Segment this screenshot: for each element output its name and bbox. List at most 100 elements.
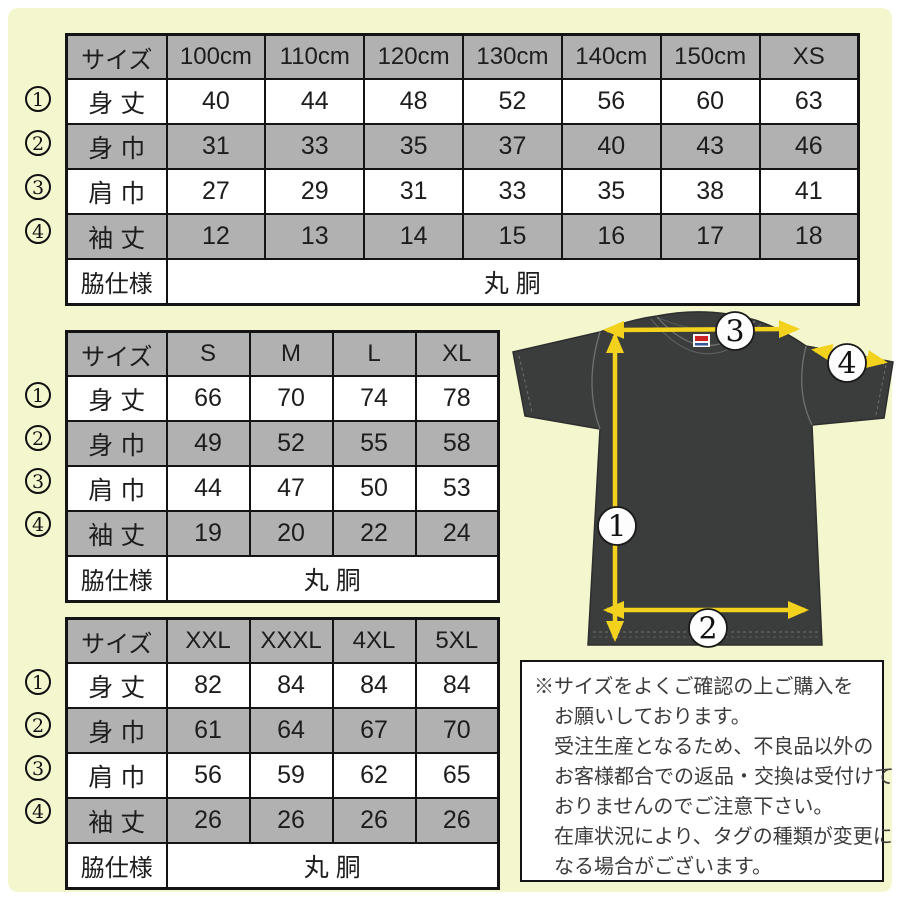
measurement-value: 26: [414, 797, 500, 844]
measurement-value: 37: [462, 123, 563, 170]
note-line: おりませんのでご注意下さい。: [554, 796, 834, 818]
measurement-value: 70: [248, 375, 334, 422]
size-table-adult: サイズ S M L XL 身 丈 66 70 74 78 身 巾 49 52 55 58 肩 巾 44 47 50 5…: [65, 330, 500, 603]
measurement-value: 66: [165, 375, 251, 422]
circle-2: [688, 608, 728, 648]
measurement-label: 身 巾: [65, 123, 168, 170]
side-spec-value: 丸 胴: [165, 555, 500, 603]
side-spec-value: 丸 胴: [165, 258, 860, 306]
measurement-value: 12: [165, 213, 267, 260]
measurement-value: 48: [363, 78, 465, 125]
note-line: 在庫状況により、タグの種類が変更に: [554, 826, 893, 848]
side-spec-label: 脇仕様: [65, 258, 168, 306]
measurement-value: 56: [560, 78, 662, 125]
measurement-value: 26: [165, 797, 251, 844]
size-column-header: S: [165, 330, 251, 377]
measurement-value: 22: [331, 510, 417, 557]
circle-4: [827, 343, 867, 383]
size-column-header: XL: [414, 330, 500, 377]
brand-tag: [693, 334, 710, 347]
measurement-value: 19: [165, 510, 251, 557]
measurement-label: 身 巾: [65, 420, 168, 467]
measurement-value: 16: [560, 213, 662, 260]
measurement-row: 身 巾 31 33 35 37 40 43 46: [65, 123, 860, 170]
measurement-value: 65: [414, 752, 500, 799]
measurement-value: 62: [331, 752, 417, 799]
measurement-value: 18: [758, 213, 860, 260]
circle-4-label: 4: [837, 347, 856, 382]
measurement-label: 身 丈: [65, 375, 168, 422]
measurement-value: 84: [331, 662, 417, 709]
measurement-value: 31: [165, 123, 267, 170]
size-column-header: 100cm: [165, 33, 267, 80]
tshirt-measurement-diagram: 1 2 3 4: [512, 311, 894, 648]
size-column-header: 110cm: [264, 33, 366, 80]
measurement-row: 身 丈 82 84 84 84: [65, 662, 500, 709]
measurement-label: 身 丈: [65, 662, 168, 709]
measurement-value: 53: [414, 465, 500, 512]
circled-number-1: 1: [25, 382, 51, 408]
circled-number-1: 1: [25, 669, 51, 695]
measurement-value: 26: [331, 797, 417, 844]
measurement-value: 82: [165, 662, 251, 709]
measurement-value: 27: [165, 168, 267, 215]
measurement-value: 31: [363, 168, 465, 215]
measurement-value: 40: [560, 123, 662, 170]
measurement-row: 身 巾 49 52 55 58: [65, 420, 500, 467]
circled-number-4: 4: [25, 511, 51, 537]
right-armhole-seam: [801, 345, 813, 426]
measurement-value: 70: [414, 707, 500, 754]
measurement-value: 24: [414, 510, 500, 557]
measurement-value: 84: [248, 662, 334, 709]
circled-number-1: 1: [25, 86, 51, 112]
measurement-row: 身 巾 61 64 67 70: [65, 707, 500, 754]
measurement-value: 44: [264, 78, 366, 125]
measurement-label: 肩 巾: [65, 752, 168, 799]
measurement-row: 身 丈 66 70 74 78: [65, 375, 500, 422]
measurement-row: 肩 巾 56 59 62 65: [65, 752, 500, 799]
measurement-value: 50: [331, 465, 417, 512]
measurement-label: 袖 丈: [65, 213, 168, 260]
size-header-row: サイズ XXL XXXL 4XL 5XL: [65, 617, 500, 664]
size-header-row: サイズ 100cm 110cm 120cm 130cm 140cm 150cm XS: [65, 33, 860, 80]
measurement-value: 20: [248, 510, 334, 557]
measurement-value: 64: [248, 707, 334, 754]
size-column-header: 150cm: [659, 33, 761, 80]
side-spec-row: 脇仕様丸 胴: [65, 555, 500, 603]
size-header-label: サイズ: [65, 330, 168, 377]
side-spec-value: 丸 胴: [165, 842, 500, 890]
measurement-value: 84: [414, 662, 500, 709]
circled-number-3: 3: [25, 755, 51, 781]
measurement-value: 67: [331, 707, 417, 754]
circle-1: [597, 506, 637, 546]
measurement-label: 肩 巾: [65, 465, 168, 512]
circled-number-3: 3: [25, 468, 51, 494]
purchase-note: ※サイズをよくご確認の上ご購入を お願いしております。 受注生産となるため、不良品以…: [520, 660, 894, 882]
side-spec-row: 脇仕様丸 胴: [65, 842, 500, 890]
measurement-label: 袖 丈: [65, 510, 168, 557]
note-line: お客様都合での返品・交換は受付けて: [554, 766, 894, 788]
circled-number-2: 2: [25, 130, 51, 156]
measurement-row: 身 丈 40 44 48 52 56 60 63: [65, 78, 860, 125]
measurement-value: 26: [248, 797, 334, 844]
measurement-value: 46: [758, 123, 860, 170]
circled-number-4: 4: [25, 218, 51, 244]
size-column-header: 4XL: [331, 617, 417, 664]
size-column-header: XS: [758, 33, 860, 80]
measurement-value: 33: [264, 123, 366, 170]
measurement-label: 身 巾: [65, 707, 168, 754]
circled-number-2: 2: [25, 712, 51, 738]
measurement-value: 38: [659, 168, 761, 215]
measurement-value: 78: [414, 375, 500, 422]
measurement-row: 肩 巾 44 47 50 53: [65, 465, 500, 512]
measurement-value: 61: [165, 707, 251, 754]
measurement-value: 35: [363, 123, 465, 170]
measurement-label: 肩 巾: [65, 168, 168, 215]
size-table-kids-xs: サイズ 100cm 110cm 120cm 130cm 140cm 150cm XS 身 丈 40…: [65, 33, 860, 306]
measurement-value: 55: [331, 420, 417, 467]
diagram-circled-numbers: 1 2 3 4: [597, 311, 867, 648]
measurement-row: 袖 丈 26 26 26 26: [65, 797, 500, 844]
size-column-header: XXXL: [248, 617, 334, 664]
measurement-row: 袖 丈 19 20 22 24: [65, 510, 500, 557]
size-column-header: 130cm: [462, 33, 563, 80]
